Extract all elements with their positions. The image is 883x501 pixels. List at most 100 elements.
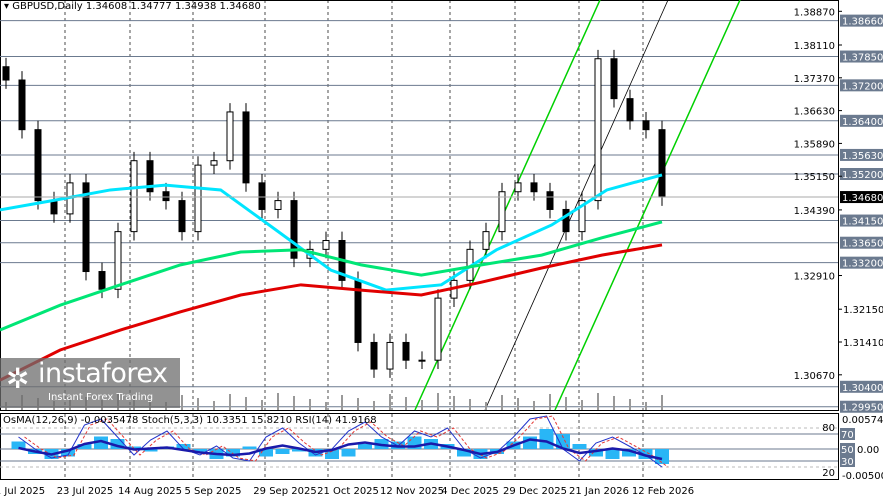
volume-bar (197, 398, 199, 410)
candle-body (498, 191, 506, 233)
rsi-level-label: 50 (841, 445, 854, 456)
osma-bar (143, 449, 158, 452)
rsi-level-label: 70 (841, 430, 854, 441)
volume-bar (501, 395, 503, 410)
channel-line (414, 0, 601, 411)
volume-bar (549, 394, 551, 410)
candle-body (290, 200, 298, 259)
level-badge (840, 455, 855, 467)
level-label: 1.35200 (842, 170, 883, 181)
osma-bar (605, 449, 620, 459)
price-tick-label: 1.36630 (794, 107, 835, 118)
x-tick-label: 29 Dec 2025 (503, 486, 567, 497)
osma-bar (193, 449, 207, 452)
indicator-label: OsMA(12,26,9) -0.0035478 Stoch(5,3,3) 10… (3, 415, 377, 426)
candle-body (402, 341, 410, 361)
ohlc-values: 1.34608 1.34777 1.34938 1.34680 (85, 1, 261, 12)
level-badge (840, 214, 883, 227)
candle-body (130, 160, 138, 233)
channel-midline (484, 0, 669, 411)
candle-body (18, 79, 26, 131)
volume-bar (293, 396, 295, 410)
level-badge (840, 168, 883, 181)
channel-line (554, 0, 741, 411)
rsi-level-label: 30 (841, 457, 854, 468)
candle-body (162, 191, 170, 202)
volume-bar (181, 395, 183, 410)
watermark: ✲ instaforex Instant Forex Trading (0, 358, 180, 408)
level-label: 1.34150 (842, 217, 883, 228)
osma-max: 0.0057444 (842, 415, 883, 426)
volume-bar (485, 402, 487, 410)
candle-body (546, 191, 554, 210)
price-tick-label: 1.32150 (843, 305, 883, 316)
candle-body (178, 200, 186, 233)
osma-bar (572, 444, 587, 449)
osma-bar (259, 449, 273, 457)
price-tick-label: 1.31410 (843, 338, 883, 349)
level-badge (840, 14, 883, 27)
rsi-line (18, 438, 663, 461)
volume-bar (469, 399, 471, 410)
stoch-main-line (18, 415, 663, 468)
stoch-signal-line (24, 415, 669, 468)
osma-bar (11, 441, 26, 449)
volume-bar (213, 401, 215, 410)
level-badge (840, 236, 883, 249)
volume-bar (597, 393, 599, 410)
price-tick-label: 1.30670 (794, 371, 835, 382)
volume-bar (533, 401, 535, 410)
volume-bar (341, 395, 343, 410)
osma-bar (61, 449, 75, 457)
osma-bar (341, 449, 356, 457)
volume-bar (245, 397, 247, 410)
volume-bar (309, 399, 311, 410)
level-badge (840, 50, 883, 63)
level-badge (840, 256, 883, 269)
symbol: GBPUSD,Daily (12, 1, 83, 12)
candle-body (210, 160, 218, 166)
x-tick-label: 12 Nov 2025 (380, 486, 444, 497)
x-tick-label: 29 Sep 2025 (253, 486, 316, 497)
candle-body (322, 239, 330, 250)
volume-bar (405, 397, 407, 410)
x-tick-label: 12 Feb 2026 (632, 486, 694, 497)
x-tick-label: 21 Oct 2025 (317, 486, 379, 497)
level-label: 1.38660 (842, 17, 883, 28)
candle-body (226, 111, 234, 162)
candle-body (194, 164, 202, 233)
candle-body (2, 66, 10, 81)
volume-bar (629, 399, 631, 410)
candle-body (258, 182, 266, 210)
candle-body (98, 271, 106, 290)
brand: instaforex (38, 358, 168, 389)
volume-bar (373, 401, 375, 410)
indicator-panel (0, 413, 839, 480)
candle-body (386, 341, 394, 370)
rsi-level-label: 20 (822, 468, 835, 479)
logo-icon: ✲ (6, 362, 30, 395)
osma-bar (358, 444, 372, 449)
candle-body (274, 200, 282, 210)
rsi-level-label: 80 (822, 423, 835, 434)
level-badge (840, 79, 883, 92)
x-tick-label: 14 Aug 2025 (118, 486, 182, 497)
x-tick-label: 1 Jul 2025 (0, 486, 45, 497)
candle-body (642, 120, 650, 131)
level-badge (840, 428, 855, 440)
volume-bar (261, 400, 263, 410)
level-badge (840, 114, 883, 127)
level-label: 1.36400 (842, 117, 883, 128)
candle-body (34, 129, 42, 202)
osma-bar (94, 436, 108, 449)
volume-bar (389, 394, 391, 410)
osma-bar (655, 449, 669, 464)
osma-bar (622, 449, 636, 457)
osma-bar (275, 449, 290, 454)
candle-body (146, 160, 154, 193)
volume-bar (325, 402, 327, 410)
osma-bar (292, 449, 306, 452)
level-label: 1.29950 (842, 403, 883, 414)
price-tick-label: 1.32910 (794, 272, 835, 283)
